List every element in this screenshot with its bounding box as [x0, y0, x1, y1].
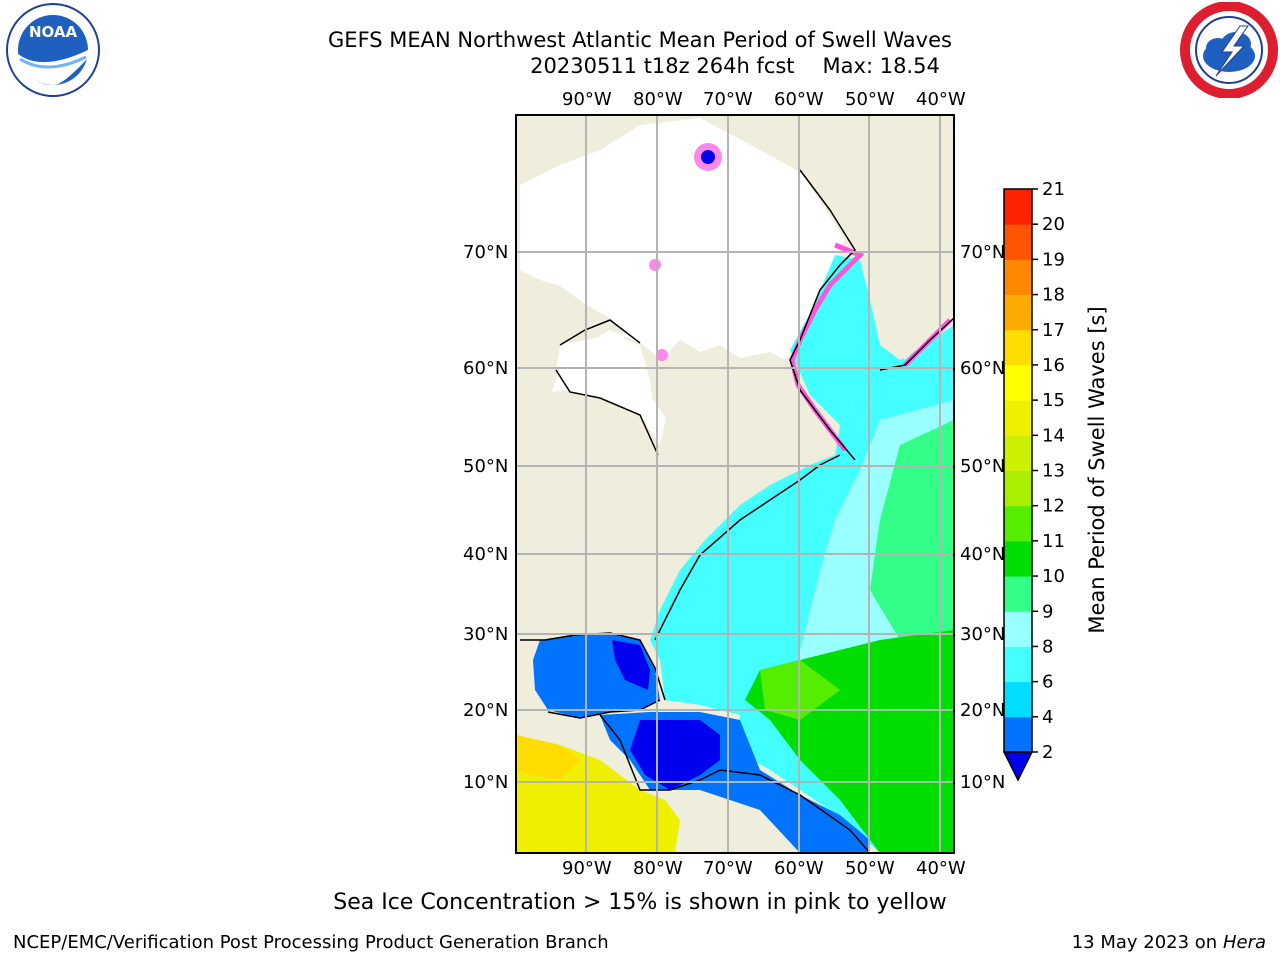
- max-value: Max: 18.54: [822, 54, 940, 78]
- colorbar-segment: [1004, 505, 1032, 542]
- lon-label-bottom: 40°W: [916, 858, 966, 879]
- lat-label-right: 60°N: [960, 358, 1006, 379]
- colorbar-tick-label: 20: [1042, 214, 1065, 235]
- lon-label-top: 80°W: [633, 89, 683, 110]
- colorbar-tick-label: 6: [1042, 672, 1053, 693]
- colorbar-segment: [1004, 540, 1032, 577]
- lon-label-bottom: 90°W: [562, 858, 612, 879]
- colorbar: 2 4 6 8 9 10 11 12 13 14 15 16 17 18 19 20 21: [1002, 180, 1065, 782]
- colorbar-tick-label: 19: [1042, 249, 1065, 270]
- caribbean-dark: [630, 720, 720, 790]
- lon-label-top: 90°W: [562, 89, 612, 110]
- footer-date: 13 May 2023 on Hera: [1072, 932, 1266, 953]
- labrador-sea-field: [790, 255, 954, 425]
- lon-label-top: 60°W: [774, 89, 824, 110]
- colorbar-segment: [1004, 681, 1032, 718]
- graticule: [516, 115, 954, 853]
- colorbar-tick-label: 11: [1042, 531, 1065, 552]
- colorbar-tick-label: 21: [1042, 180, 1065, 200]
- colorbar-segment: [1004, 470, 1032, 507]
- lat-label-right: 40°N: [960, 544, 1006, 565]
- colorbar-tick-label: 8: [1042, 636, 1053, 657]
- colorbar-segment: [1004, 435, 1032, 471]
- lat-label-left: 20°N: [463, 700, 509, 721]
- colorbar-segment: [1004, 189, 1032, 225]
- colorbar-segment: [1004, 329, 1032, 366]
- colorbar-segment: [1004, 294, 1032, 331]
- colorbar-tick-label: 13: [1042, 461, 1065, 482]
- lat-label-right: 70°N: [960, 242, 1006, 263]
- lat-label-right: 50°N: [960, 456, 1006, 477]
- colorbar-tick-label: 18: [1042, 285, 1065, 306]
- colorbar-segment: [1004, 259, 1032, 296]
- lat-label-right: 10°N: [960, 772, 1006, 793]
- lat-label-left: 10°N: [463, 772, 509, 793]
- lat-label-left: 50°N: [463, 456, 509, 477]
- hudson-bay: [556, 335, 655, 420]
- lat-label-left: 70°N: [463, 242, 509, 263]
- footer-credit: NCEP/EMC/Verification Post Processing Pr…: [13, 932, 609, 953]
- south-america-orange: [516, 735, 580, 780]
- nws-logo: [1180, 2, 1278, 98]
- lat-label-left: 40°N: [463, 544, 509, 565]
- colorbar-segment: [1004, 716, 1032, 753]
- open-ocean-green: [870, 420, 954, 650]
- colorbar-tick-label: 12: [1042, 496, 1065, 517]
- lat-label-left: 60°N: [463, 358, 509, 379]
- colorbar-tick-label: 2: [1042, 742, 1053, 763]
- colorbar-segment: [1004, 400, 1032, 436]
- colorbar-title: Mean Period of Swell Waves [s]: [1085, 306, 1109, 634]
- lon-label-top: 40°W: [916, 89, 966, 110]
- noaa-logo-text: NOAA: [29, 23, 78, 41]
- colorbar-segment: [1004, 611, 1032, 647]
- colorbar-segment: [1004, 576, 1032, 612]
- colorbar-tick-label: 16: [1042, 355, 1065, 376]
- lon-label-top: 50°W: [845, 89, 895, 110]
- greenland-land: [780, 118, 954, 360]
- noaa-logo: NOAA: [6, 3, 100, 97]
- sea-ice-patch: [656, 349, 668, 361]
- lon-label-bottom: 60°W: [774, 858, 824, 879]
- colorbar-tick-label: 4: [1042, 707, 1053, 728]
- map-frame: [515, 114, 955, 854]
- lon-label-bottom: 50°W: [845, 858, 895, 879]
- colorbar-tick-label: 14: [1042, 425, 1065, 446]
- lat-label-right: 30°N: [960, 624, 1006, 645]
- coastline-north: [555, 169, 954, 641]
- colorbar-tick-label: 15: [1042, 390, 1065, 411]
- lat-label-left: 30°N: [463, 624, 509, 645]
- colorbar-segment: [1004, 224, 1032, 260]
- colorbar-tick-label: 10: [1042, 566, 1065, 587]
- footer-date-text: 13 May 2023 on: [1071, 932, 1218, 953]
- lat-label-right: 20°N: [960, 700, 1006, 721]
- colorbar-segment: [1004, 646, 1032, 683]
- chart-title: GEFS MEAN Northwest Atlantic Mean Period…: [328, 28, 952, 52]
- sea-ice-note: Sea Ice Concentration > 15% is shown in …: [333, 890, 947, 915]
- colorbar-under-triangle: [1002, 751, 1034, 782]
- sea-ice-patch: [649, 259, 661, 271]
- chart-subtitle: 20230511 t18z 264h fcst Max: 18.54: [0, 54, 1280, 78]
- footer-machine: Hera: [1222, 932, 1266, 953]
- lon-label-bottom: 80°W: [633, 858, 683, 879]
- lon-label-top: 70°W: [703, 89, 753, 110]
- forecast-date: 20230511 t18z 264h fcst: [530, 54, 795, 78]
- lon-label-bottom: 70°W: [703, 858, 753, 879]
- colorbar-tick-label: 9: [1042, 601, 1053, 622]
- gulf-dark: [612, 640, 650, 690]
- colorbar-segment: [1004, 364, 1032, 401]
- baffin-dark: [701, 150, 715, 164]
- colorbar-tick-label: 17: [1042, 320, 1065, 341]
